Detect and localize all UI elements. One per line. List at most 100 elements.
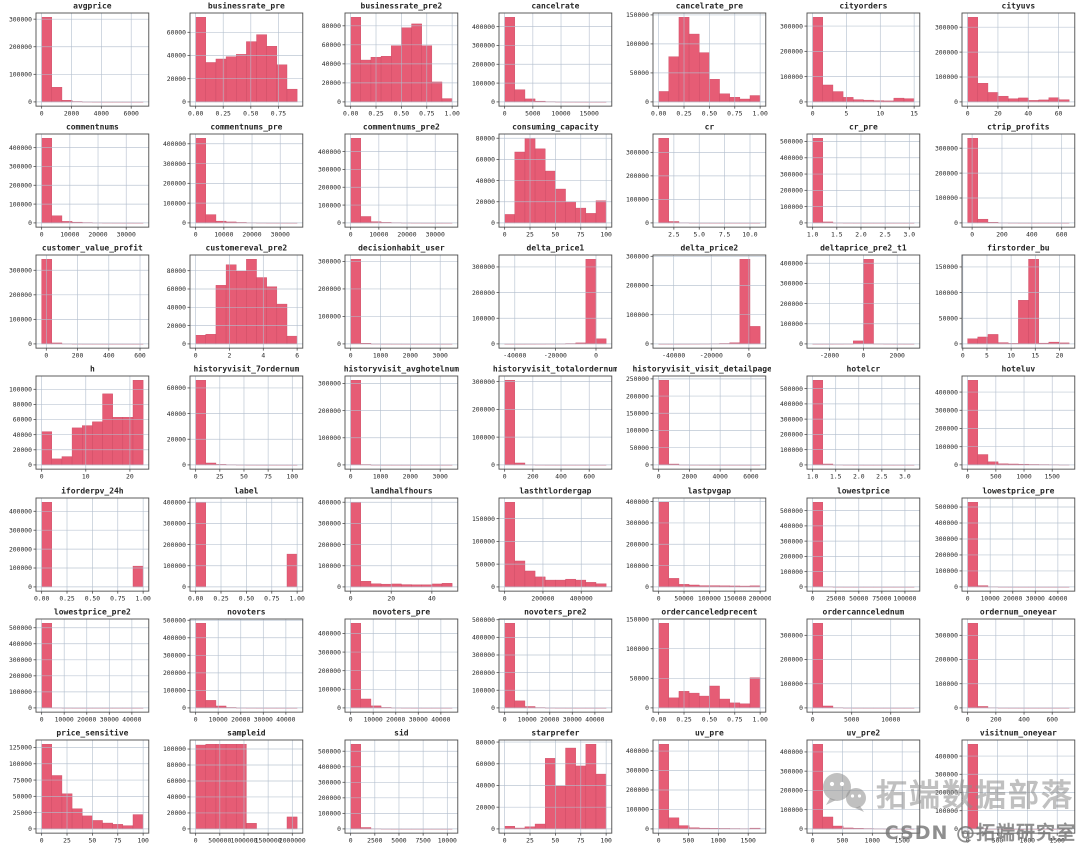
x-tick-label: 0.50 [85,594,101,602]
y-tick-label: 0 [491,825,495,833]
y-tick-label: 400000 [9,640,32,648]
y-tick-label: 100000 [472,434,495,442]
subplot-canvas-ordernum_oneyear: 0 200 400 600 0 100000 200000 300000 ordernum_on… [935,607,1075,723]
subplot-hotelcr: 1.0 1.5 2.0 2.5 3.0 0 100000 200000 300000 400000… [771,363,925,484]
subplot-canvas-lastpvgap: 0 50000 100000 150000 2000000100000200000300… [626,486,771,602]
y-tick-label: 200000 [163,669,186,677]
y-tick-label: 300000 [318,258,341,266]
x-tick-label: 0.25 [216,110,232,118]
y-tick-label: 0 [28,583,32,591]
hist-bar [595,338,607,345]
y-tick-label: 500000 [9,624,32,632]
x-tick-label: 1.5 [830,473,842,481]
y-tick-label: 200000 [780,655,803,663]
axes-frame [806,739,921,834]
y-tick-label: 100000 [472,537,495,545]
x-tick-label: 40000 [431,715,450,723]
y-tick-label: 75000 [13,776,32,784]
subplot-cr_pre: 1.0 1.5 2.0 2.5 3.0 0 100000 200000 300000 400000… [771,121,925,242]
hist-bar [812,138,824,224]
axes-frame [652,375,767,471]
axes-frame [344,739,458,834]
y-tick-label: 400000 [626,497,649,505]
axes-frame [189,254,304,349]
subplot-ordercanceledprecent: 0.00 0.25 0.50 0.75 1.00 0 50000 100000 150000 or… [617,606,771,727]
y-tick-label: 100000 [780,446,803,454]
x-tick-label: 0.00 [343,110,359,118]
y-tick-label: 100000 [318,562,341,570]
y-tick-label: 100000 [472,315,495,323]
x-tick-label: 40000 [1048,594,1067,602]
y-tick-label: 200000 [9,182,32,190]
x-tick-label: 600 [134,352,146,360]
subplot-canvas-delta_price2: -40000 -20000 0 0 100000 200000 300000 delta_pr… [626,243,767,360]
y-tick-label: 40000 [476,782,495,790]
y-tick-label: 100000 [935,680,958,688]
hist-bar [977,83,988,103]
y-tick-label: 300000 [472,263,495,271]
x-tick-label: 10 [82,473,90,481]
y-tick-label: 300000 [318,380,341,388]
x-tick-label: 0 [503,836,507,844]
y-tick-label: 0 [645,825,649,833]
x-tick-label: 0 [811,836,815,844]
hist-bar [51,215,63,224]
y-tick-label: 0 [182,583,186,591]
subplot-canvas-ctrip_profits: 0 200 400 600 0 100000 200000 300000 ctrip_profi… [935,122,1075,239]
x-tick-label: 0 [348,594,352,602]
axes-frame [961,497,1075,592]
y-tick-label: 400000 [163,634,186,642]
x-tick-label: 0.25 [676,715,692,723]
y-tick-label: 300000 [9,526,32,534]
x-tick-label: 200 [527,473,539,481]
subplot-title: ctrip_profits [987,122,1050,132]
x-tick-label: 50 [89,836,97,844]
y-tick-label: 80000 [167,267,186,275]
y-tick-label: 40000 [321,60,340,68]
hist-bar [658,91,670,103]
hist-bar [977,337,988,345]
y-tick-label: 100000 [9,200,32,208]
y-tick-label: 100000 [626,40,649,48]
y-tick-label: 0 [491,462,495,470]
y-tick-label: 0 [491,219,495,227]
hist-bar [534,823,546,829]
x-tick-label: 1000 [1019,836,1035,844]
y-tick-label: 500000 [780,385,803,393]
x-tick-label: 600 [1046,715,1058,723]
hist-bar [41,138,52,224]
x-tick-label: 0.75 [271,110,287,118]
subplot-title: cancelrate [531,2,579,11]
x-tick-label: 2000 [402,473,418,481]
y-tick-label: 125000 [9,744,32,752]
axes-frame [806,497,921,592]
y-tick-label: 0 [800,704,804,712]
y-tick-label: 400000 [318,498,341,506]
hist-bar [51,87,63,103]
y-tick-label: 100000 [318,809,341,817]
subplot-title: ordernum_oneyear [980,607,1057,616]
x-tick-label: 2.5 [668,231,680,239]
x-tick-label: 0 [503,110,507,118]
y-tick-label: 100000 [626,427,649,435]
y-tick-label: 400000 [780,748,803,756]
hist-bar [967,338,978,345]
x-tick-label: 0.50 [243,110,259,118]
x-tick-label: 1500000 [255,836,282,844]
subplot-canvas-lasthtlordergap: 0 200000 400000 0 50000 100000 150000 lasthtlor… [472,486,613,602]
y-tick-label: 300000 [935,770,958,778]
x-tick-label: 5 [985,352,989,360]
x-tick-label: 1000 [865,836,881,844]
x-tick-label: 30000 [254,715,273,723]
axes-frame [189,12,304,107]
hist-bar [132,814,144,829]
hist-bar [739,98,751,103]
y-tick-label: 100000 [935,289,958,297]
y-tick-label: 300000 [472,651,495,659]
x-tick-label: 100000 [894,594,917,602]
hist-bar [977,219,988,224]
x-tick-label: 1.00 [135,594,151,602]
x-tick-label: 1.00 [753,715,769,723]
x-tick-label: 20000 [540,715,559,723]
hist-bar [350,380,361,466]
